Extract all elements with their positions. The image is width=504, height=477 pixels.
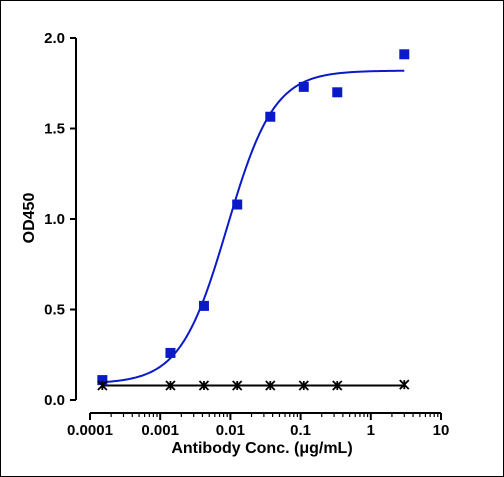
y-axis-title: OD450 (21, 193, 38, 244)
data-point-star (232, 380, 243, 391)
data-point-star (332, 380, 343, 391)
x-tick-label: 0.001 (141, 422, 179, 439)
x-tick-label: 0.0001 (67, 422, 113, 439)
axes: 0.0 0.5 1.0 1.5 2.0 0.0001 0.001 0.01 0.1 1 10 (44, 30, 449, 439)
data-point-square (97, 375, 108, 386)
y-tick-label: 1.0 (44, 211, 65, 228)
data-point-square (265, 111, 276, 122)
data-point-square (165, 347, 176, 358)
data-point-star (165, 380, 176, 391)
y-tick-label: 1.5 (44, 121, 65, 138)
data-point-star (97, 380, 108, 391)
x-tick-label: 10 (433, 422, 450, 439)
data-point-star (198, 380, 210, 391)
data-point-star (399, 379, 410, 390)
x-axis-title: Antibody Conc. (μg/mL) (171, 440, 352, 457)
y-tick-label: 0.5 (44, 302, 65, 319)
data-points (97, 49, 410, 391)
data-point-square (399, 49, 410, 60)
data-point-star (298, 380, 309, 391)
data-point-square (232, 199, 243, 210)
x-tick-label: 0.1 (290, 422, 311, 439)
data-point-star (265, 380, 276, 391)
data-point-square (198, 300, 209, 311)
y-tick-label: 2.0 (44, 30, 65, 47)
x-tick-label: 0.01 (216, 422, 245, 439)
fit-curve-series-1 (102, 69, 405, 384)
fit-curves (102, 69, 405, 387)
data-point-square (332, 87, 343, 98)
data-point-square (298, 81, 309, 92)
x-tick-label: 1 (367, 422, 375, 439)
y-tick-label: 0.0 (44, 392, 65, 409)
